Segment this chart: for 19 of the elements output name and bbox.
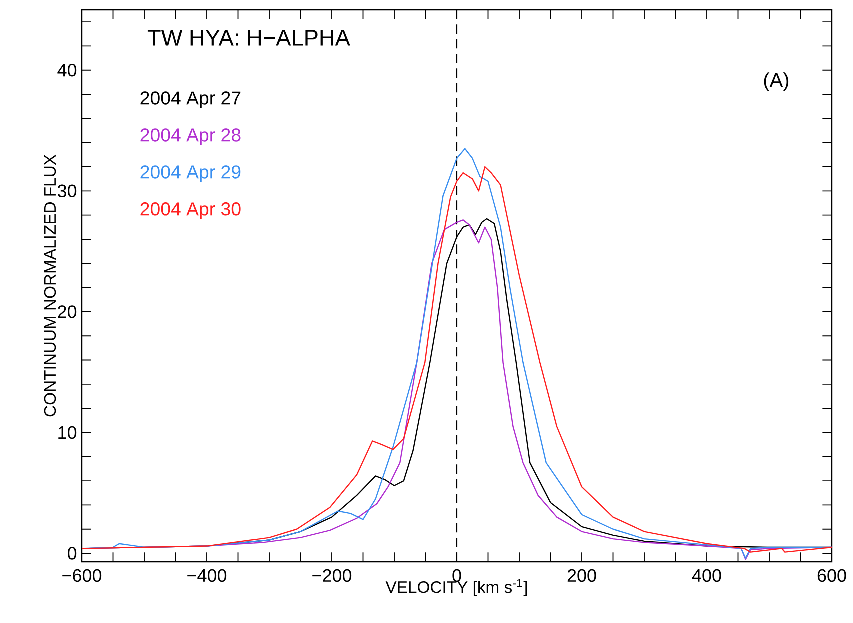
text: 2004 Apr 29	[140, 166, 241, 182]
y-axis-title: CONTINUUM NORMALIZED FLUX	[44, 154, 56, 417]
y-tick-label: 40	[58, 64, 77, 77]
y-tick-label: 10	[58, 426, 77, 440]
y-tick-label: 0	[68, 547, 77, 560]
x-tick-label: 600	[818, 569, 846, 582]
y-tick-label: 30	[58, 184, 77, 198]
text: 2004 Apr 30	[140, 202, 241, 220]
x-tick-label: −200	[312, 569, 352, 582]
x-tick-label: 200	[568, 569, 596, 582]
x-tick-label: −400	[188, 569, 227, 582]
annotation: (A)	[764, 72, 789, 92]
text: 2004 Apr 28	[140, 128, 241, 146]
x-tick-label: 0	[452, 569, 462, 582]
text: TW HYA: H−ALPHA	[148, 30, 350, 46]
y-tick-label: 20	[58, 306, 77, 318]
x-tick-label: −600	[62, 569, 102, 582]
x-tick-label: 400	[692, 569, 722, 582]
text: 2004 Apr 27	[140, 92, 241, 109]
